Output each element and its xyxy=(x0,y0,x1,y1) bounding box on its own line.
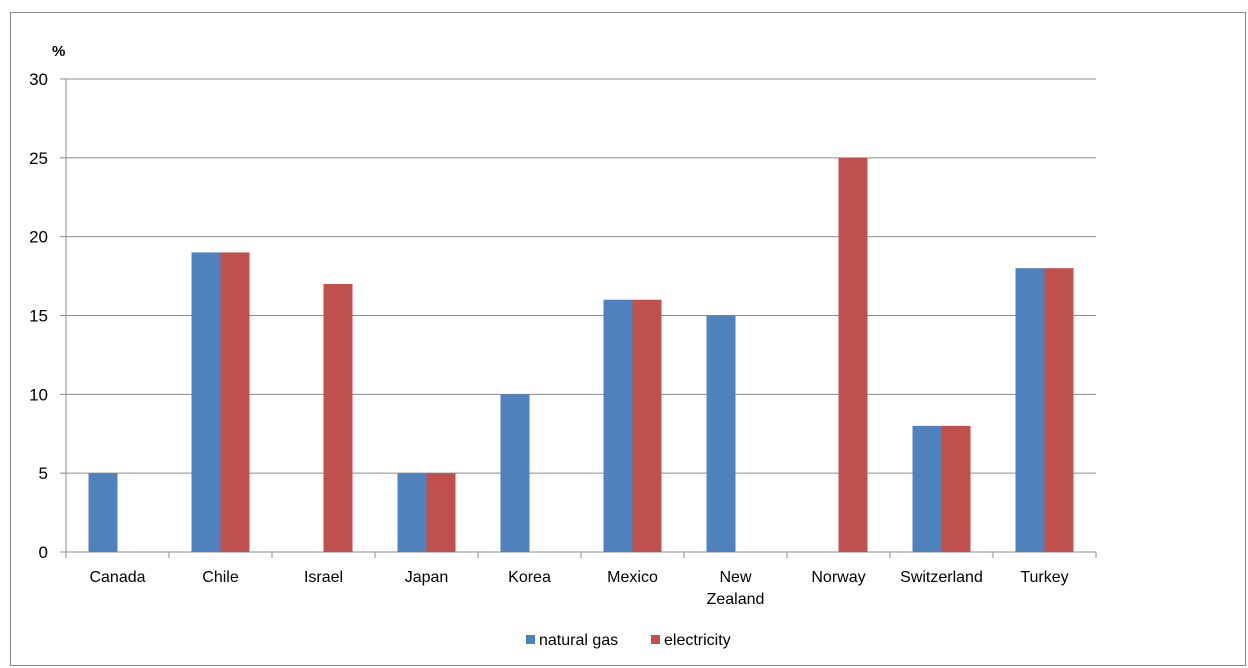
bar-electricity xyxy=(838,157,868,553)
y-tick-label: 25 xyxy=(29,149,48,168)
y-tick-label: 5 xyxy=(39,464,48,483)
labels: 0 5 10 15 20 25 30% Canada Chile Israel Japan Korea… xyxy=(29,43,1069,608)
x-tick-label-line: Zealand xyxy=(707,591,765,608)
x-tick-label-line: Israel xyxy=(304,569,343,586)
bar-natural-gas xyxy=(500,394,530,552)
x-tick-label-line: New xyxy=(719,569,751,586)
x-tick-label: Israel xyxy=(304,569,343,586)
y-tick-label: 30 xyxy=(29,70,48,89)
x-tick-label: Korea xyxy=(508,569,551,586)
y-tick-label: 10 xyxy=(29,385,48,404)
bar-electricity xyxy=(632,299,662,552)
legend-label: electricity xyxy=(664,632,731,649)
x-tick-label-line: Chile xyxy=(202,569,239,586)
x-tick-label-line: Norway xyxy=(811,569,865,586)
x-tick-label-line: Switzerland xyxy=(900,569,983,586)
x-tick-label: Canada xyxy=(89,569,145,586)
y-unit-label: % xyxy=(52,43,65,60)
x-tick-label-line: Japan xyxy=(405,569,449,586)
y-tick-label: 15 xyxy=(29,307,48,326)
x-tick-label: Mexico xyxy=(607,569,658,586)
legend-swatch xyxy=(651,635,660,644)
x-tick-label: New Zealand xyxy=(707,569,765,608)
x-tick-label-line: Turkey xyxy=(1020,569,1068,586)
y-tick-label: 0 xyxy=(39,543,48,562)
bar-natural-gas xyxy=(1015,268,1045,552)
legend-label: natural gas xyxy=(539,632,618,649)
x-tick-label: Switzerland xyxy=(900,569,983,586)
bar-electricity xyxy=(323,283,353,552)
bar-electricity xyxy=(1044,268,1074,552)
bar-natural-gas xyxy=(397,473,427,552)
bar-natural-gas xyxy=(88,473,118,552)
x-tick-label: Japan xyxy=(405,569,449,586)
x-tick-label-line: Canada xyxy=(89,569,145,586)
y-tick-label: 20 xyxy=(29,228,48,247)
x-tick-label: Turkey xyxy=(1020,569,1068,586)
x-tick-label-line: Mexico xyxy=(607,569,658,586)
x-tick-label-line: Korea xyxy=(508,569,551,586)
bar-natural-gas xyxy=(191,252,221,552)
legend-swatch xyxy=(526,635,535,644)
bar-electricity xyxy=(426,473,456,552)
bars xyxy=(88,157,1074,553)
bar-electricity xyxy=(220,252,250,552)
x-tick-label: Chile xyxy=(202,569,239,586)
x-tick-label: Norway xyxy=(811,569,865,586)
legend: natural gas electricity xyxy=(526,632,731,649)
bar-electricity xyxy=(941,425,971,552)
bar-natural-gas xyxy=(912,425,942,552)
bar-natural-gas xyxy=(706,315,736,552)
bar-natural-gas xyxy=(603,299,633,552)
